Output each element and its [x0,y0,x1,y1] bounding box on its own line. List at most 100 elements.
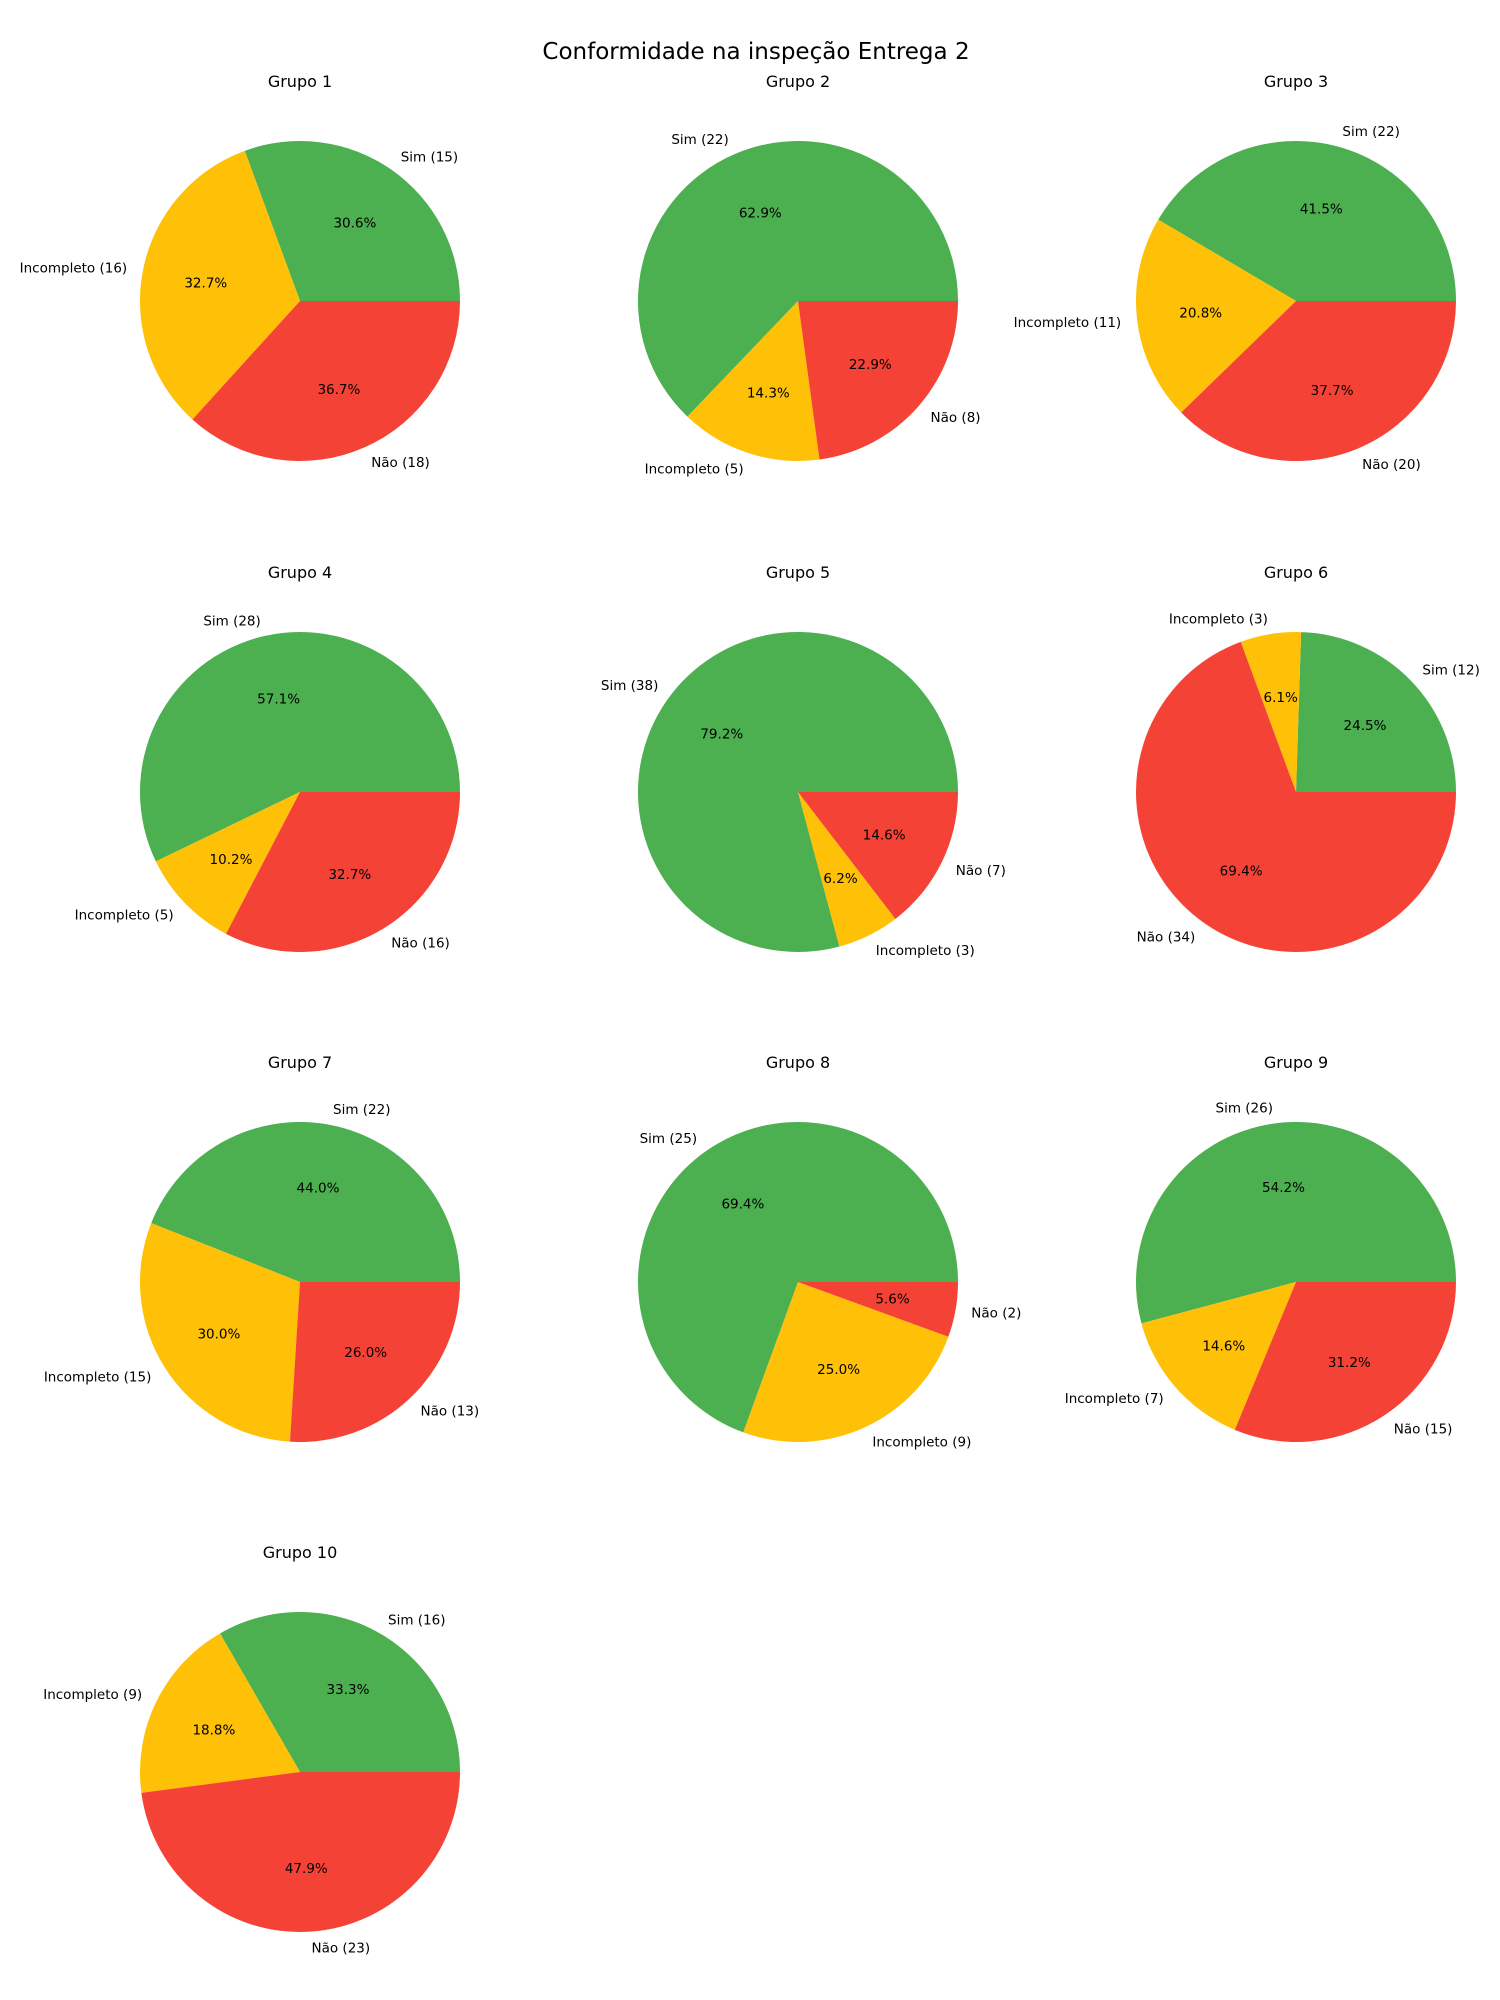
slice-label: Sim (12) [1422,663,1479,679]
pie-slice-sim [140,632,461,862]
slice-label: Incompleto (11) [1014,315,1122,331]
slice-percent-label: 24.5% [1344,718,1387,734]
slice-percent-label: 14.6% [863,828,906,844]
slice-percent-label: 30.0% [197,1326,240,1342]
pie-slice-incompleto [1240,631,1302,792]
pie-slice-incompleto [1141,1282,1296,1430]
slice-label: Não (23) [312,1941,371,1957]
pie-slice-nao [798,1282,958,1337]
pie-title: Grupo 4 [268,563,332,582]
pie-title: Grupo 10 [263,1543,338,1562]
pie-slice-sim [1158,140,1456,301]
slice-percent-label: 32.7% [184,276,227,292]
slice-percent-label: 30.6% [333,215,376,231]
pie-title: Grupo 2 [766,72,830,91]
pie-group: Grupo 3 Sim (22) 41.5% Incompleto (11) 20.8%… [1014,72,1456,473]
slice-label: Não (15) [1394,1421,1453,1437]
slice-percent-label: 31.2% [1328,1355,1371,1371]
pie-group: Grupo 7 Sim (22) 44.0% Incompleto (15) 30.0%… [44,1053,479,1442]
pie-slice-nao [141,1772,460,1932]
slice-percent-label: 79.2% [700,727,743,743]
slice-percent-label: 26.0% [344,1345,387,1361]
pie-title: Grupo 7 [268,1053,332,1072]
pie-group: Grupo 5 Sim (38) 79.2% Incompleto (3) 6.2% Nã… [601,563,1006,959]
slice-label: Sim (26) [1216,1101,1273,1117]
slice-percent-label: 25.0% [817,1362,860,1378]
pie-group: Grupo 8 Sim (25) 69.4% Incompleto (9) 25.0% N… [638,1053,1021,1451]
pie-slice-nao [1136,641,1456,953]
slice-label: Sim (15) [401,150,458,166]
slice-label: Sim (25) [640,1131,697,1147]
slice-percent-label: 14.6% [1202,1338,1245,1354]
pie-group: Grupo 9 Sim (26) 54.2% Incompleto (7) 14.6% N… [1065,1053,1456,1442]
slice-label: Incompleto (7) [1065,1391,1164,1407]
slice-percent-label: 44.0% [297,1181,340,1197]
pie-title: Grupo 6 [1264,563,1328,582]
pie-group: Grupo 10 Sim (16) 33.3% Incompleto (9) 18.8%… [43,1543,460,1957]
pie-slice-incompleto [140,1223,300,1442]
pie-slice-nao [798,792,958,919]
slice-label: Sim (22) [671,132,728,148]
slice-label: Sim (22) [1342,124,1399,140]
slice-percent-label: 10.2% [210,852,253,868]
pie-slice-sim [1296,632,1456,792]
slice-label: Sim (22) [333,1102,390,1118]
slice-percent-label: 32.7% [328,867,371,883]
pie-group: Grupo 1 Sim (15) 30.6% Incompleto (16) 32.7%… [20,72,460,471]
pie-slice-nao [192,301,460,461]
pie-title: Grupo 9 [1264,1053,1328,1072]
pie-slice-nao [225,792,460,953]
slice-percent-label: 33.3% [327,1682,370,1698]
pie-slice-nao [1234,1282,1456,1442]
pie-title: Grupo 5 [766,563,830,582]
slice-label: Incompleto (3) [1169,611,1268,627]
slice-percent-label: 54.2% [1262,1180,1305,1196]
slice-percent-label: 5.6% [875,1292,909,1308]
slice-percent-label: 47.9% [285,1861,328,1877]
slice-label: Não (8) [931,410,981,426]
pie-slice-incompleto [798,792,896,947]
figure-title: Conformidade na inspeção Entrega 2 [542,39,969,65]
slice-label: Não (20) [1362,457,1421,473]
pie-slice-incompleto [743,1282,949,1442]
pie-group: Grupo 6 Sim (12) 24.5% Incompleto (3) 6.1% Nã… [1136,563,1480,953]
slice-percent-label: 14.3% [747,385,790,401]
slice-label: Incompleto (9) [872,1435,971,1451]
slice-label: Não (2) [971,1306,1021,1322]
pie-slice-nao [798,301,958,460]
slice-label: Incompleto (5) [75,907,174,923]
slice-label: Incompleto (15) [44,1369,152,1385]
slice-label: Incompleto (16) [20,260,128,276]
slice-label: Sim (38) [601,678,658,694]
slice-percent-label: 69.4% [1220,864,1263,880]
slice-percent-label: 20.8% [1179,305,1222,321]
pie-slice-sim [638,632,958,953]
pie-group: Grupo 4 Sim (28) 57.1% Incompleto (5) 10.2% N… [75,563,461,953]
pie-slice-sim [637,141,958,417]
pie-slice-sim [151,1122,461,1282]
slice-label: Incompleto (9) [43,1687,142,1703]
pie-title: Grupo 8 [766,1053,830,1072]
slice-percent-label: 6.1% [1264,690,1298,706]
slice-label: Incompleto (3) [876,943,975,959]
pie-slice-incompleto [140,150,300,420]
slice-label: Incompleto (5) [645,461,744,477]
slice-percent-label: 57.1% [257,691,300,707]
pie-title: Grupo 3 [1264,72,1328,91]
pie-slice-nao [289,1282,460,1442]
pie-slice-incompleto [155,792,300,934]
slice-label: Não (16) [391,936,450,952]
slice-percent-label: 22.9% [849,357,892,373]
pie-slice-incompleto [1135,219,1296,413]
pie-slice-sim [638,1121,958,1433]
slice-label: Não (18) [371,455,430,471]
pie-slice-incompleto [687,301,820,461]
pie-slice-incompleto [140,1633,300,1793]
slice-percent-label: 18.8% [192,1723,235,1739]
slice-label: Não (13) [421,1403,480,1419]
slice-percent-label: 41.5% [1300,201,1343,217]
slice-percent-label: 69.4% [721,1196,764,1212]
slice-label: Não (7) [956,863,1006,879]
slice-label: Sim (16) [388,1613,445,1629]
